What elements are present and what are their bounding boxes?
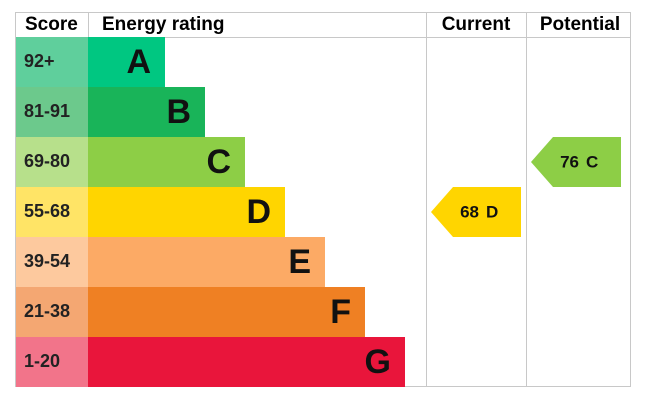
score-range: 1-20 xyxy=(24,351,60,371)
rating-letter: F xyxy=(330,293,351,331)
current-value: 68 xyxy=(460,202,479,221)
score-cell xyxy=(16,287,88,337)
score-cell xyxy=(16,237,88,287)
score-range: 69-80 xyxy=(24,151,70,171)
rating-bar xyxy=(88,187,285,237)
rating-bar xyxy=(88,87,205,137)
rating-letter: B xyxy=(166,93,191,131)
rating-bar xyxy=(88,337,405,387)
score-range: 81-91 xyxy=(24,101,70,121)
score-range: 55-68 xyxy=(24,201,70,221)
rating-letter: G xyxy=(365,343,391,381)
potential-letter: C xyxy=(586,152,598,171)
score-cell xyxy=(16,187,88,237)
rating-bar xyxy=(88,137,245,187)
score-range: 92+ xyxy=(24,51,55,71)
current-arrow xyxy=(431,187,521,237)
potential-header: Potential xyxy=(540,14,620,35)
current-header: Current xyxy=(442,14,511,35)
score-cell xyxy=(16,337,88,387)
score-cell xyxy=(16,87,88,137)
score-cell xyxy=(16,137,88,187)
score-range: 21-38 xyxy=(24,301,70,321)
rating-bar xyxy=(88,237,325,287)
score-range: 39-54 xyxy=(24,251,70,271)
rating-letter: E xyxy=(288,243,311,281)
potential-arrow xyxy=(531,137,621,187)
score-cell xyxy=(16,37,88,87)
rating-header: Energy rating xyxy=(102,14,224,35)
rating-bar xyxy=(88,287,365,337)
rating-letter: D xyxy=(246,193,271,231)
score-header: Score xyxy=(25,14,78,35)
rating-letter: C xyxy=(206,143,231,181)
current-letter: D xyxy=(486,202,498,221)
rating-letter: A xyxy=(126,43,151,81)
rating-bar xyxy=(88,37,165,87)
potential-value: 76 xyxy=(560,152,579,171)
